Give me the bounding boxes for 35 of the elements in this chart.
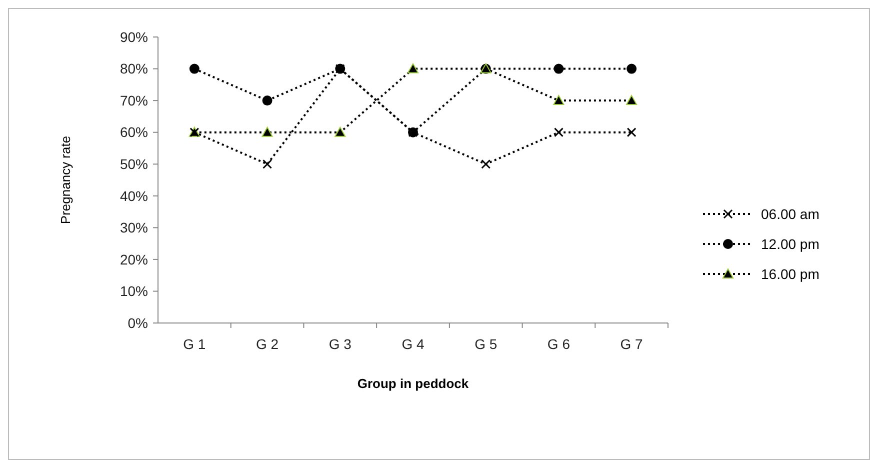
y-tick-label: 90%: [120, 28, 148, 45]
x-tick-label: G 3: [328, 336, 352, 352]
x-tick-label: G 1: [183, 336, 206, 352]
x-tick-label: G 5: [474, 336, 498, 352]
y-axis-title: Pregnancy rate: [58, 136, 73, 224]
point: [481, 159, 491, 169]
point: [262, 159, 272, 169]
x-tick-label: G 2: [256, 336, 279, 352]
x-tick-label: G 7: [620, 336, 644, 352]
point: [553, 95, 564, 106]
point: [334, 126, 346, 137]
y-tick-label: 80%: [120, 60, 148, 77]
y-tick-label: 10%: [120, 283, 148, 300]
y-tick-label: 40%: [120, 188, 148, 204]
point: [626, 95, 638, 106]
point: [262, 126, 273, 137]
legend-label: 06.00 am: [761, 206, 820, 222]
y-tick-label: 30%: [120, 220, 148, 236]
point: [554, 128, 564, 138]
point: [554, 64, 564, 74]
y-tick-label: 60%: [120, 124, 148, 140]
y-tick-label: 50%: [120, 156, 148, 172]
legend-label: 12.00 pm: [761, 236, 820, 252]
legend-label: 16.00 pm: [761, 266, 820, 282]
y-tick-label: 70%: [120, 92, 148, 108]
point: [189, 64, 200, 74]
point: [262, 96, 272, 106]
point: [626, 64, 637, 74]
point: [626, 128, 636, 138]
point: [408, 63, 418, 74]
x-axis-title: Group in peddock: [357, 376, 470, 391]
x-tick-label: G 4: [402, 336, 424, 352]
y-tick-label: 0%: [128, 314, 148, 331]
y-tick-label: 20%: [120, 251, 148, 268]
x-tick-label: G 6: [547, 336, 570, 352]
